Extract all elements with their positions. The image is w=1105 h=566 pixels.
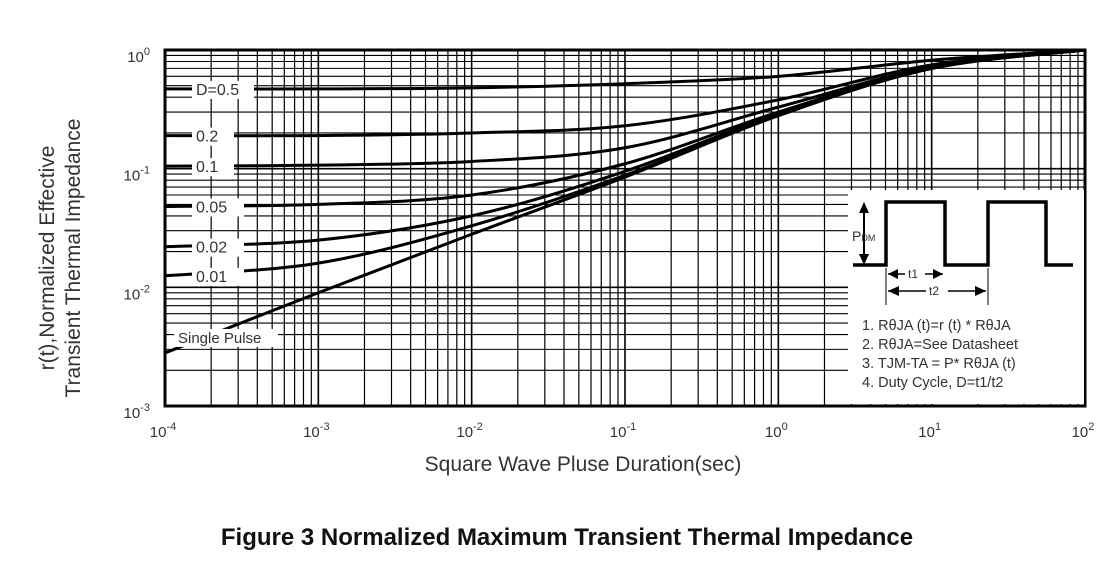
y-axis-label-line1: r(t),Normalized Effective: [36, 146, 59, 371]
inset-legend: PDM t1 t2 1. RθJA (t)=r (t) * RθJA 2. RθJA=S…: [848, 190, 1084, 404]
tick-label: 10-4: [150, 421, 176, 441]
y-axis-label-line2: Transient Thermal Impedance: [62, 119, 85, 398]
series-label-background: [192, 158, 234, 177]
tick-label: 10-2: [456, 421, 482, 441]
series-label-background: [192, 127, 234, 146]
curves: [164, 48, 1086, 355]
t2-arrowheads: [888, 286, 986, 296]
series-label: 0.02: [196, 240, 227, 257]
inset-note: 4. Duty Cycle, D=t1/t2: [862, 375, 1003, 391]
tick-label: 10-3: [124, 402, 150, 422]
square-wave: [853, 200, 1073, 267]
tick-label: 101: [918, 421, 941, 441]
series-line: [164, 48, 1086, 91]
inset-note: 1. RθJA (t)=r (t) * RθJA: [862, 318, 1011, 334]
pdm-label: PDM: [852, 228, 875, 244]
t2-bg: [926, 283, 948, 297]
series-labels: D=0.5 0.2 0.1 0.05 0.02 0.01 Single Pulse: [174, 80, 278, 347]
tick-label: 10-1: [124, 165, 150, 185]
tick-label: 100: [127, 46, 150, 66]
series-label: 0.2: [196, 129, 218, 146]
tick-label: 10-1: [610, 421, 636, 441]
inset-note: 2. RθJA=See Datasheet: [862, 337, 1018, 353]
tick-label: 102: [1072, 421, 1095, 441]
series-label: 0.01: [196, 269, 227, 286]
plot-frame: [163, 48, 1087, 408]
x-axis-label: Square Wave Pluse Duration(sec): [425, 453, 742, 476]
t1-label: t1: [908, 267, 918, 281]
series-line: [164, 48, 1086, 355]
series-line: [164, 48, 1086, 138]
t1-bg: [905, 266, 925, 280]
t2-label: t2: [929, 284, 939, 298]
series-label-background: [192, 198, 244, 217]
series-label: Single Pulse: [178, 330, 261, 347]
tick-label: 10-2: [124, 283, 150, 303]
series-label: D=0.5: [196, 82, 239, 99]
inset-note: 3. TJM-TA = P* RθJA (t): [862, 356, 1016, 372]
figure-title: Figure 3 Normalized Maximum Transient Th…: [221, 524, 913, 551]
tick-label: 100: [765, 421, 788, 441]
series-label-background: [192, 80, 254, 99]
series-label-background: [192, 267, 244, 286]
series-label: 0.1: [196, 159, 218, 176]
series-label-background: [174, 328, 278, 347]
tick-label: 10-3: [303, 421, 329, 441]
series-label-background: [192, 238, 244, 257]
series-label: 0.05: [196, 199, 227, 216]
